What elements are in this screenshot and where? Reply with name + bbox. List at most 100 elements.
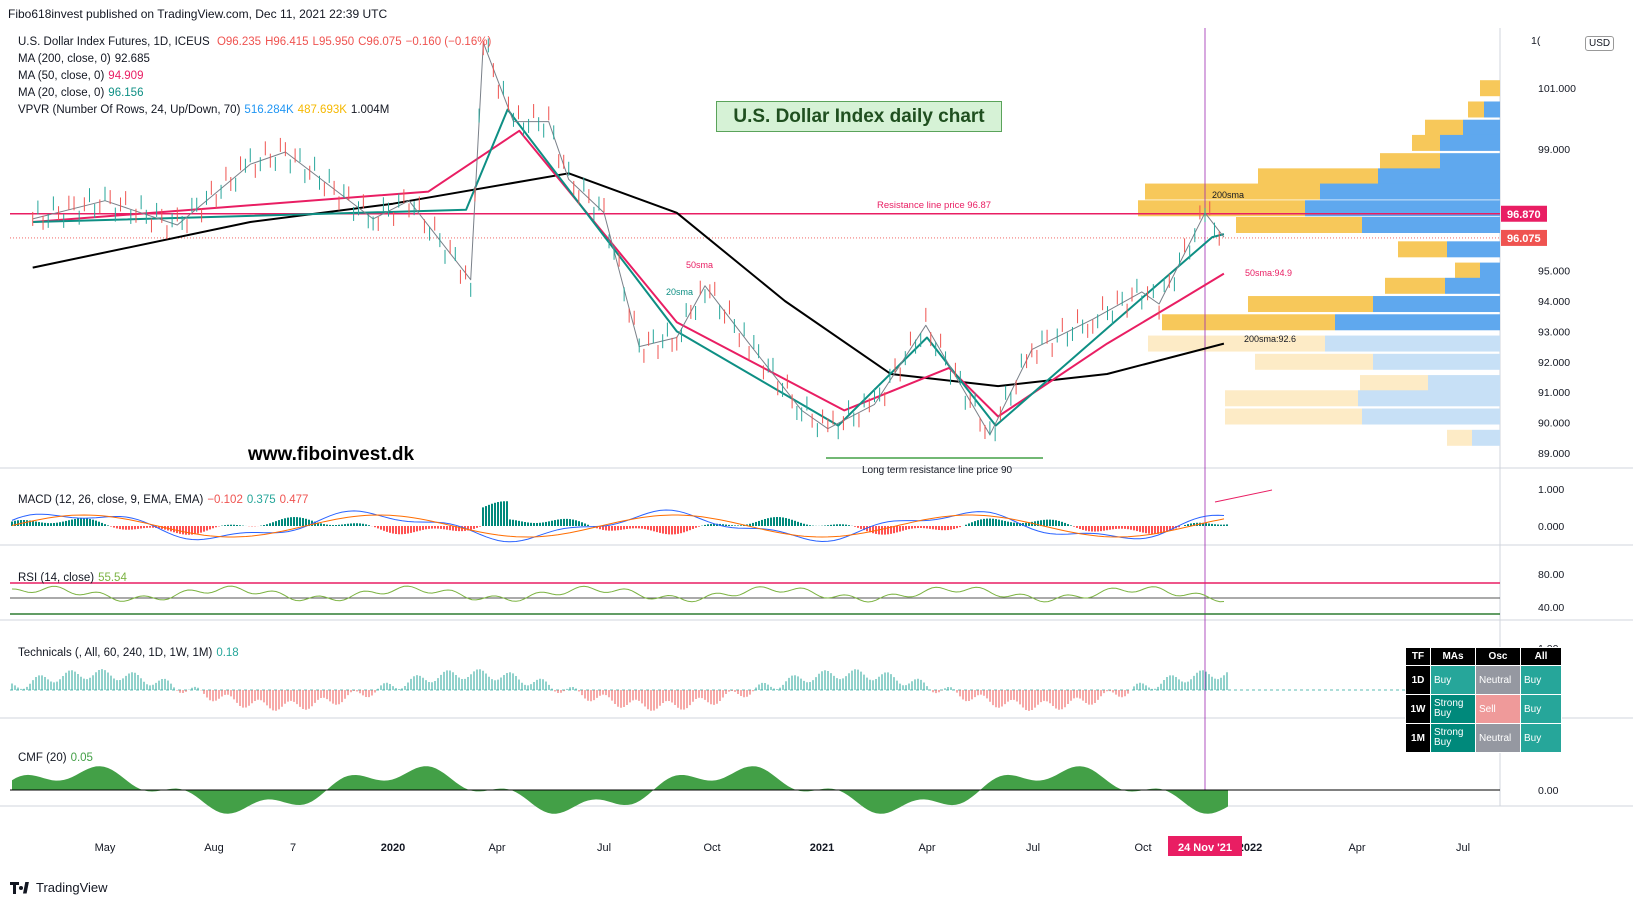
macd-label: MACD (12, 26, close, 9, EMA, EMA) [18,494,204,506]
rsi-legend: RSI (14, close) 55.54 [18,572,131,584]
time-tick: Apr [488,842,505,854]
volume-profile-up-bar [1484,101,1500,118]
volume-profile-down-bar [1138,200,1305,217]
rsi-tick: 80.00 [1538,569,1564,581]
time-tick: Jul [597,842,611,854]
ma50-line [32,129,1225,418]
ma50-legend: MA (50, close, 0) 94.909 [18,70,147,82]
macd-value-2: 0.375 [246,494,276,506]
chart-title-annotation: U.S. Dollar Index daily chart [716,101,1002,132]
ma200-value: 92.685 [114,53,150,65]
volume-profile-down-bar [1225,390,1358,407]
resistance-label: Resistance line price 96.87 [877,200,991,211]
volume-profile-down-bar [1425,119,1463,136]
cmf-label: CMF (20) [18,752,67,764]
volume-profile-up-bar [1440,153,1500,170]
ohlc-low: L95.950 [312,36,355,48]
price-tick: 93.000 [1538,326,1570,338]
vpvr-total: 1.004M [350,104,390,116]
macd-line [11,509,1225,543]
volume-profile-down-bar [1455,262,1480,279]
symbol-name: U.S. Dollar Index Futures, 1D, ICEUS [18,36,210,48]
tbl-tf: 1W [1405,694,1431,724]
volume-profile-up-bar [1362,408,1500,425]
volume-profile-down-bar [1480,80,1500,97]
tbl-all: Buy [1520,694,1562,724]
macd-signal-line [11,514,1225,538]
volume-profile-up-bar [1378,168,1500,185]
tradingview-footer[interactable]: TradingView [10,880,108,895]
ma20-label: MA (20, close, 0) [18,87,105,99]
time-tick: May [95,842,116,854]
tbl-osc: Sell [1475,694,1521,724]
tbl-mas: Strong Buy [1430,723,1476,753]
tbl-tf: 1D [1405,665,1431,695]
volume-profile-up-bar [1373,296,1500,313]
volume-profile-up-bar [1463,119,1500,136]
volume-profile-down-bar [1236,217,1362,233]
website-annotation: www.fiboinvest.dk [248,444,415,465]
time-tick: 2020 [381,842,405,854]
volume-profile-down-bar [1380,153,1440,170]
time-tick: Jul [1026,842,1040,854]
price-tick-partial: 1( [1531,35,1541,47]
volume-profile-up-bar [1362,217,1500,233]
time-tick: Oct [703,842,720,854]
rsi-tick: 40.00 [1538,602,1564,614]
long-term-label: Long term resistance line price 90 [862,465,1013,476]
tradingview-brand: TradingView [36,880,108,895]
price-line [32,42,1225,436]
volume-profile-up-bar [1440,134,1500,151]
volume-profile-down-bar [1148,335,1325,352]
published-header: Fibo618invest published on TradingView.c… [8,7,388,21]
ma200-legend: MA (200, close, 0) 92.685 [18,53,154,65]
price-tick: 95.000 [1538,266,1570,278]
cmf-tick: 0.00 [1538,785,1559,797]
volume-profile-down-bar [1398,241,1447,258]
volume-profile-down-bar [1412,134,1440,151]
volume-profile-up-bar [1428,375,1500,392]
price-tick: 92.000 [1538,357,1570,369]
volume-profile-down-bar [1258,168,1378,185]
sma50-end-label: 50sma:94.9 [1245,268,1292,278]
vpvr-label: VPVR (Number Of Rows, 24, Up/Down, 70) [18,104,241,116]
ohlc-change: −0.160 (−0.16%) [405,36,492,48]
ohlc-close: C96.075 [358,36,402,48]
vpvr-down: 487.693K [297,104,347,116]
volume-profile-up-bar [1445,277,1500,294]
tbl-header-osc: Osc [1475,647,1521,666]
tech-legend: Technicals (, All, 60, 240, 1D, 1W, 1M) 0… [18,647,243,659]
tradingview-logo-icon [10,881,30,894]
volume-profile-down-bar [1162,314,1335,331]
ohlc-high: H96.415 [265,36,309,48]
cmf-legend: CMF (20) 0.05 [18,752,97,764]
volume-profile-down-bar [1385,277,1445,294]
ma20-value: 96.156 [108,87,144,99]
macd-value-3: 0.477 [279,494,309,506]
tbl-mas: Buy [1430,665,1476,695]
currency-button[interactable]: USD [1585,36,1615,51]
time-tick: 2022 [1238,842,1262,854]
price-tick: 99.000 [1538,144,1570,156]
volume-profile-up-bar [1373,353,1500,370]
macd-legend: MACD (12, 26, close, 9, EMA, EMA) −0.102 0… [18,494,312,506]
volume-profile-down-bar [1360,375,1428,392]
tbl-all: Buy [1520,665,1562,695]
sma20-label: 20sma [666,287,693,297]
volume-profile-up-bar [1358,390,1500,407]
volume-profile-up-bar [1472,429,1500,446]
vpvr-legend: VPVR (Number Of Rows, 24, Up/Down, 70) 51… [18,104,393,116]
time-tick: Jul [1456,842,1470,854]
resistance-badge-text: 96.870 [1507,209,1541,221]
sma50-label: 50sma [686,260,713,270]
volume-profile-down-bar [1145,183,1320,200]
tbl-osc: Neutral [1475,665,1521,695]
volume-profile-down-bar [1248,296,1373,313]
last-price-badge [1501,229,1547,246]
volume-profile-up-bar [1480,262,1500,279]
volume-profile-up-bar [1325,335,1500,352]
tbl-mas: Strong Buy [1430,694,1476,724]
macd-trend-arrow [1214,489,1273,503]
time-tick: 2021 [810,842,834,854]
